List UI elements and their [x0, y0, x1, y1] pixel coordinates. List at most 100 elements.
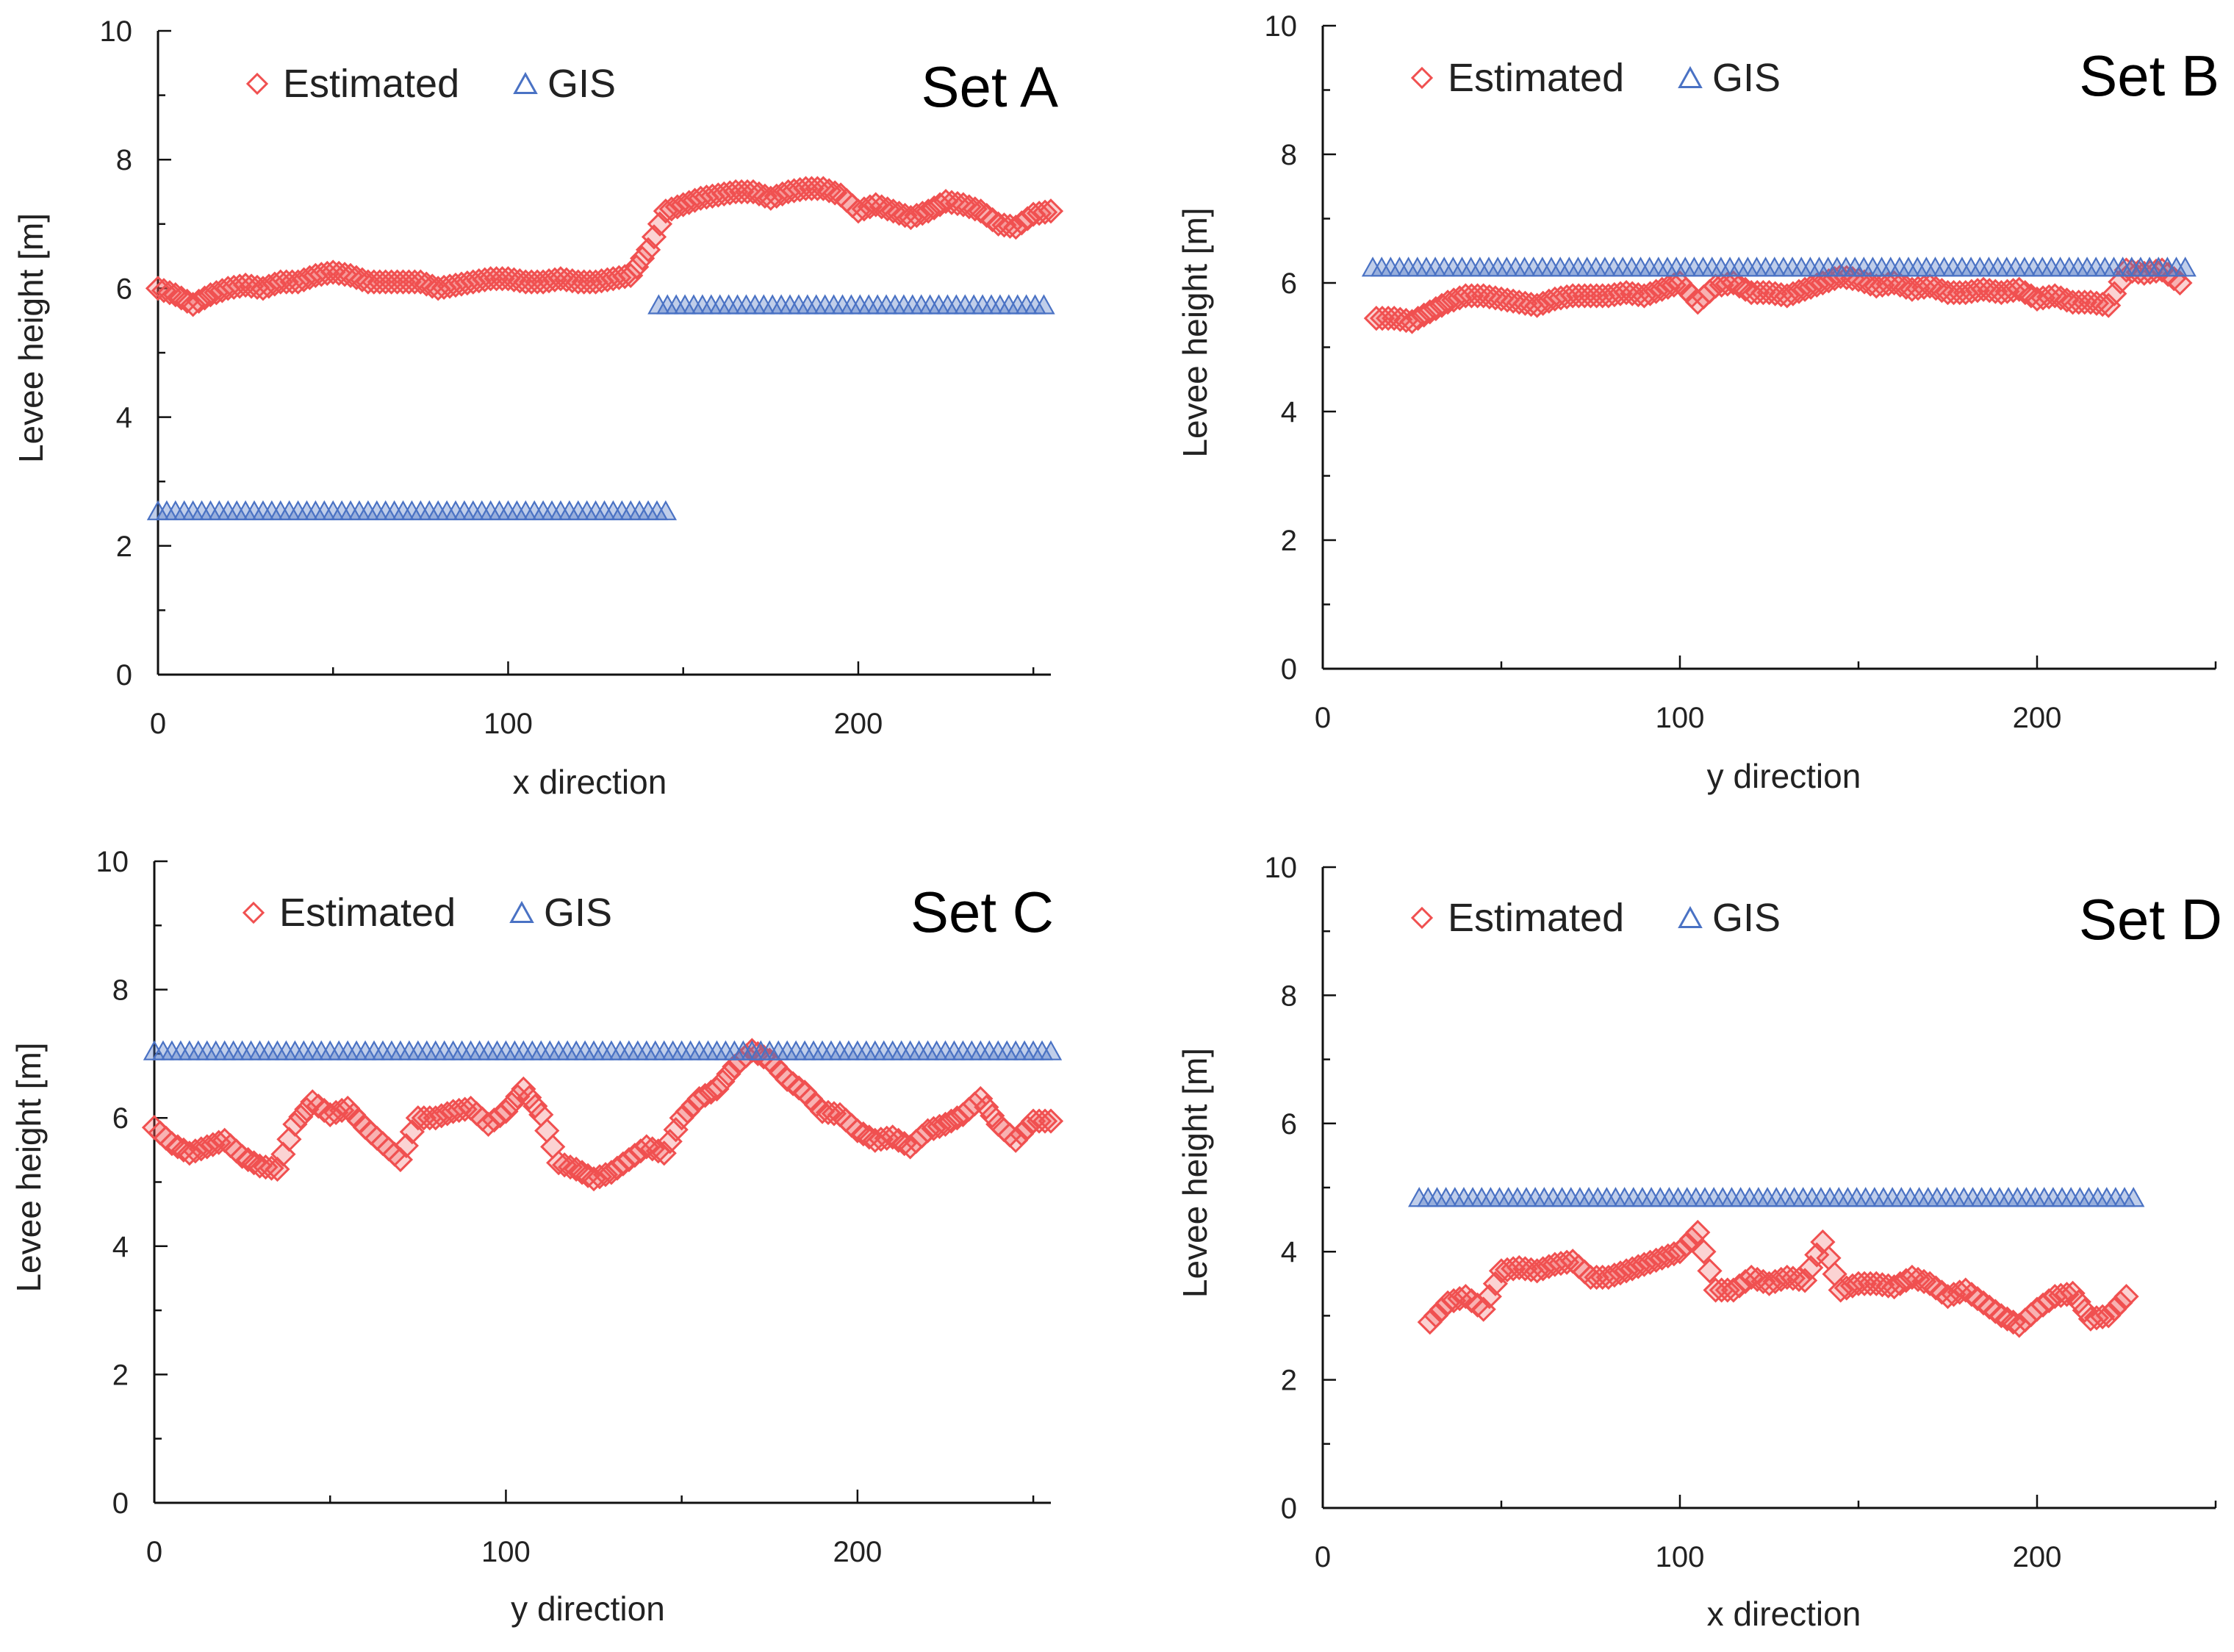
y-tick-label: 10 — [100, 15, 133, 48]
estimated-point — [162, 282, 188, 308]
estimated-point — [1661, 1240, 1687, 1267]
legend: Estimated GIS — [1410, 896, 1781, 940]
estimated-point — [1655, 1243, 1681, 1269]
estimated-point — [563, 1156, 589, 1182]
estimated-point — [2066, 1289, 2091, 1315]
estimated-point — [1649, 276, 1675, 302]
estimated-point — [2167, 270, 2193, 296]
series-estimated — [1417, 1219, 2139, 1338]
estimated-point — [1441, 1288, 1467, 1314]
x-tick-label: 100 — [481, 1536, 531, 1568]
estimated-point — [259, 1155, 284, 1181]
estimated-point — [1994, 1306, 2020, 1332]
estimated-point — [309, 262, 334, 287]
estimated-point — [704, 1076, 730, 1102]
estimated-point — [180, 292, 206, 317]
estimated-point — [165, 1134, 191, 1160]
y-axis-title: Levee height [m] — [1176, 207, 1214, 457]
x-tick-label: 200 — [2013, 702, 2062, 734]
estimated-point — [200, 1132, 226, 1157]
estimated-point — [1637, 1249, 1663, 1275]
estimated-point — [1792, 276, 1818, 302]
estimated-point — [710, 1069, 736, 1094]
estimated-point — [1798, 274, 1824, 300]
estimated-point — [2072, 1298, 2097, 1324]
estimated-point — [1726, 273, 1753, 299]
estimated-point — [592, 1162, 619, 1188]
estimated-point — [658, 196, 684, 222]
estimated-point — [2006, 276, 2032, 302]
y-tick-label: 6 — [112, 1102, 129, 1135]
estimated-point — [845, 198, 872, 224]
x-tick-label: 200 — [833, 1536, 882, 1568]
estimated-point — [1774, 283, 1800, 309]
y-tick-label: 10 — [1265, 10, 1298, 43]
legend-estimated-marker — [242, 901, 265, 924]
estimated-point — [194, 1134, 220, 1160]
estimated-point — [423, 1105, 448, 1131]
estimated-point — [250, 276, 276, 301]
legend-estimated-label: Estimated — [1448, 896, 1624, 940]
legend-gis-label: GIS — [1712, 896, 1781, 940]
estimated-point — [282, 1111, 308, 1138]
estimated-point — [517, 1085, 542, 1110]
estimated-point — [168, 285, 194, 311]
estimated-point — [692, 1082, 718, 1108]
legend-gis-marker — [1678, 905, 1703, 928]
estimated-point — [844, 1118, 870, 1143]
estimated-point — [921, 1116, 947, 1141]
legend-estimated-label: Estimated — [1448, 56, 1624, 100]
legend-estimated-label: Estimated — [283, 62, 459, 106]
estimated-point — [2054, 1282, 2080, 1307]
legend-gis-label: GIS — [544, 891, 612, 935]
estimated-point — [1038, 198, 1064, 224]
gis-point — [1032, 294, 1055, 315]
y-tick-label: 4 — [116, 402, 132, 434]
estimated-point — [1620, 1256, 1645, 1282]
estimated-point — [1429, 292, 1455, 318]
estimated-point — [1637, 281, 1663, 306]
y-axis-title: Levee height [m] — [1176, 1048, 1214, 1298]
estimated-point — [1691, 1239, 1717, 1265]
y-tick-label: 0 — [116, 659, 132, 692]
estimated-point — [850, 1121, 876, 1147]
estimated-point — [1685, 1219, 1711, 1246]
estimated-point — [787, 176, 813, 203]
estimated-point — [1411, 302, 1437, 328]
y-tick-label: 2 — [1281, 1365, 1297, 1397]
estimated-point — [1643, 279, 1669, 304]
gis-point — [654, 500, 678, 520]
series-estimated — [141, 1038, 1064, 1192]
gis-point — [2174, 256, 2197, 277]
estimated-point — [1417, 299, 1443, 325]
y-tick-label: 8 — [1281, 139, 1297, 171]
y-tick-label: 4 — [1281, 1236, 1297, 1268]
estimated-point — [2089, 1304, 2116, 1329]
estimated-point — [1828, 1277, 1853, 1303]
legend: Estimated GIS — [245, 62, 616, 106]
estimated-point — [962, 196, 988, 222]
y-tick-label: 2 — [116, 531, 132, 563]
estimated-point — [1626, 1254, 1651, 1279]
estimated-point — [493, 1099, 519, 1124]
estimated-point — [916, 198, 941, 224]
estimated-point — [157, 280, 183, 306]
estimated-point — [1631, 1251, 1657, 1277]
panel-title: Set A — [922, 54, 1058, 119]
estimated-point — [868, 1127, 894, 1152]
estimated-point — [997, 213, 1023, 239]
estimated-point — [739, 1038, 765, 1063]
panel-title: Set C — [911, 880, 1054, 944]
estimated-point — [1649, 1245, 1675, 1271]
legend-gis-marker — [1678, 65, 1703, 88]
y-tick-label: 0 — [1281, 1493, 1297, 1525]
estimated-point — [927, 192, 953, 218]
y-tick-label: 8 — [1281, 980, 1297, 1012]
x-tick-label: 100 — [1656, 702, 1705, 734]
series-gis — [1361, 256, 2197, 277]
estimated-point — [1714, 1277, 1740, 1303]
y-tick-label: 10 — [1265, 852, 1298, 884]
estimated-point — [1434, 1290, 1461, 1316]
